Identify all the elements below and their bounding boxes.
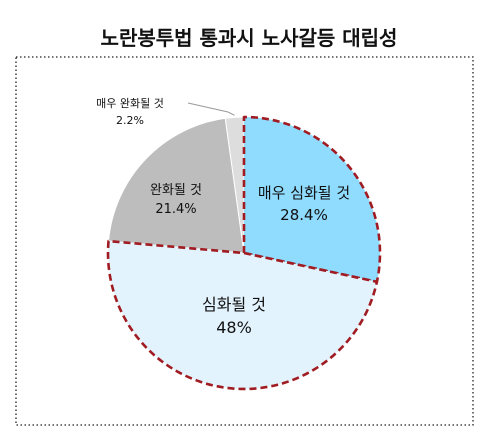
slice-category-label: 완화될 것 — [150, 183, 202, 198]
leader-line — [187, 102, 235, 116]
slice-ease — [107, 117, 245, 254]
slice-value-label: 48% — [216, 318, 252, 337]
slice-value-label: 2.2% — [116, 114, 144, 127]
slice-value-label: 28.4% — [280, 206, 328, 224]
slice-value-label: 21.4% — [155, 202, 196, 217]
pie-slices — [106, 115, 382, 391]
slice-category-label: 매우 심화될 것 — [258, 184, 350, 202]
slice-very-intensify — [242, 115, 382, 284]
slice-category-label: 매우 완화될 것 — [96, 96, 164, 110]
slice-category-label: 심화될 것 — [202, 295, 266, 314]
slice-intensify — [106, 239, 379, 391]
chart-title: 노란봉투법 통과시 노사갈등 대립성 — [100, 26, 398, 50]
pie-labels: 매우 심화될 것 28.4% 심화될 것 48% 완화될 것 21.4% 매우 완화될 것 2… — [96, 96, 350, 337]
